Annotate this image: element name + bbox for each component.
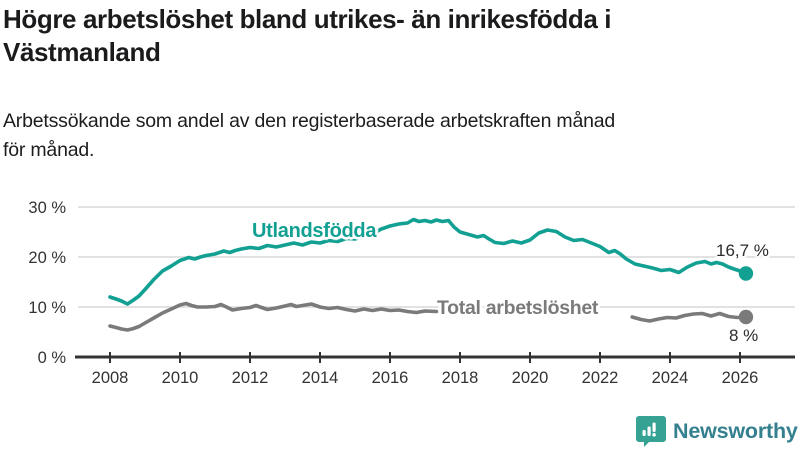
chart-subtitle-line2: för månad.: [3, 139, 95, 161]
bar-short-icon: [642, 430, 646, 436]
svg-text:2016: 2016: [372, 369, 409, 387]
svg-text:2026: 2026: [722, 369, 759, 387]
svg-text:2008: 2008: [92, 369, 129, 387]
svg-text:2018: 2018: [442, 369, 479, 387]
series-label-utlandsfodda: Utlandsfödda: [252, 220, 377, 242]
newsworthy-wordmark: Newsworthy: [673, 419, 798, 443]
page-title-line1: Högre arbetslöshet bland utrikes- än inr…: [3, 4, 612, 34]
svg-text:20 %: 20 %: [28, 249, 66, 267]
chart-subtitle: Arbetssökande som andel av den registerb…: [3, 107, 793, 165]
svg-text:2014: 2014: [302, 369, 339, 387]
svg-text:10 %: 10 %: [28, 299, 66, 317]
newsworthy-bubble-icon: [636, 416, 666, 447]
page-title: Högre arbetslöshet bland utrikes- än inr…: [3, 3, 783, 69]
newsworthy-logo[interactable]: Newsworthy: [636, 416, 798, 447]
svg-text:0 %: 0 %: [38, 349, 67, 367]
series-label-total-arbetsloshet: Total arbetslöshet: [437, 297, 599, 319]
exclamation-dot-icon: [652, 433, 656, 437]
end-value-label-utlandsfodda: 16,7 %: [716, 241, 769, 260]
svg-text:2022: 2022: [582, 369, 619, 387]
svg-text:2010: 2010: [162, 369, 199, 387]
svg-text:2020: 2020: [512, 369, 549, 387]
chart-subtitle-line1: Arbetssökande som andel av den registerb…: [3, 110, 616, 132]
svg-text:2012: 2012: [232, 369, 269, 387]
svg-text:30 %: 30 %: [28, 199, 66, 217]
page-title-line2: Västmanland: [3, 37, 161, 67]
svg-text:2024: 2024: [652, 369, 689, 387]
exclamation-bar-icon: [652, 422, 656, 432]
bar-tall-icon: [647, 426, 651, 436]
end-value-label-total: 8 %: [729, 326, 759, 345]
